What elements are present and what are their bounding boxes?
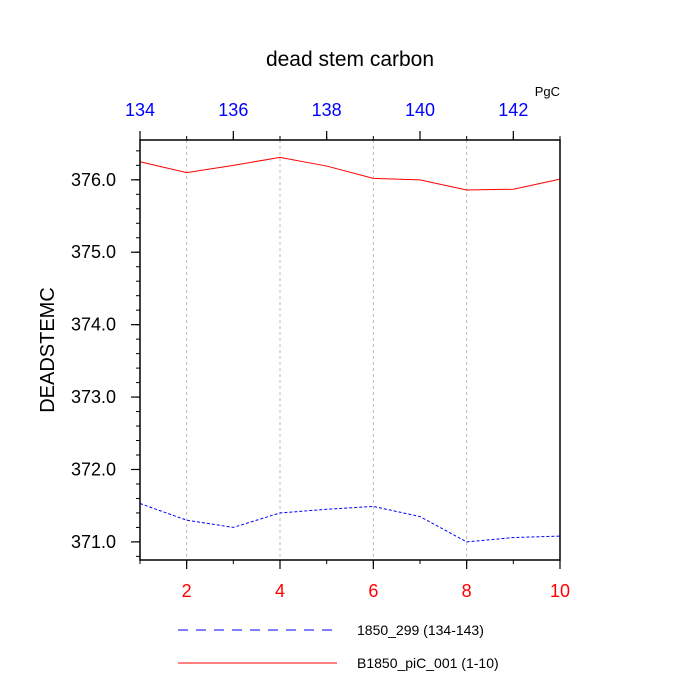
- x-top-tick-label: 142: [498, 100, 528, 120]
- chart-title: dead stem carbon: [266, 48, 434, 71]
- x-top-tick-label: 136: [218, 100, 248, 120]
- x-top-tick-label: 140: [405, 100, 435, 120]
- units-label: PgC: [535, 84, 560, 99]
- x-bottom-tick-label: 6: [368, 581, 378, 601]
- y-tick-label: 373.0: [71, 387, 116, 407]
- legend-label: 1850_299 (134-143): [357, 622, 484, 638]
- grid-lines: [186, 140, 468, 560]
- x-top-tick-label: 134: [125, 100, 155, 120]
- legend-label: B1850_piC_001 (1-10): [357, 655, 499, 671]
- x-bottom-tick-label: 4: [275, 581, 285, 601]
- legend: 1850_299 (134-143) B1850_piC_001 (1-10): [178, 622, 499, 671]
- x-bottom-tick-label: 8: [462, 581, 472, 601]
- plot-frame: [139, 139, 561, 561]
- y-tick-label: 375.0: [71, 242, 116, 262]
- y-axis-label: DEADSTEMC: [37, 287, 59, 413]
- x-bottom-tick-label: 10: [550, 581, 570, 601]
- x-bottom-tick-label: 2: [182, 581, 192, 601]
- series-layer: [139, 156, 561, 543]
- y-tick-label: 371.0: [71, 532, 116, 552]
- y-tick-label: 376.0: [71, 170, 116, 190]
- y-tick-label: 374.0: [71, 315, 116, 335]
- series-line: [139, 156, 561, 191]
- x-top-tick-label: 138: [312, 100, 342, 120]
- ticks-layer: 2 4 6 8 10 134 136 138 140 142 371.0 372.0 373.0 374.…: [71, 100, 570, 601]
- series-line: [139, 503, 561, 543]
- y-tick-label: 372.0: [71, 459, 116, 479]
